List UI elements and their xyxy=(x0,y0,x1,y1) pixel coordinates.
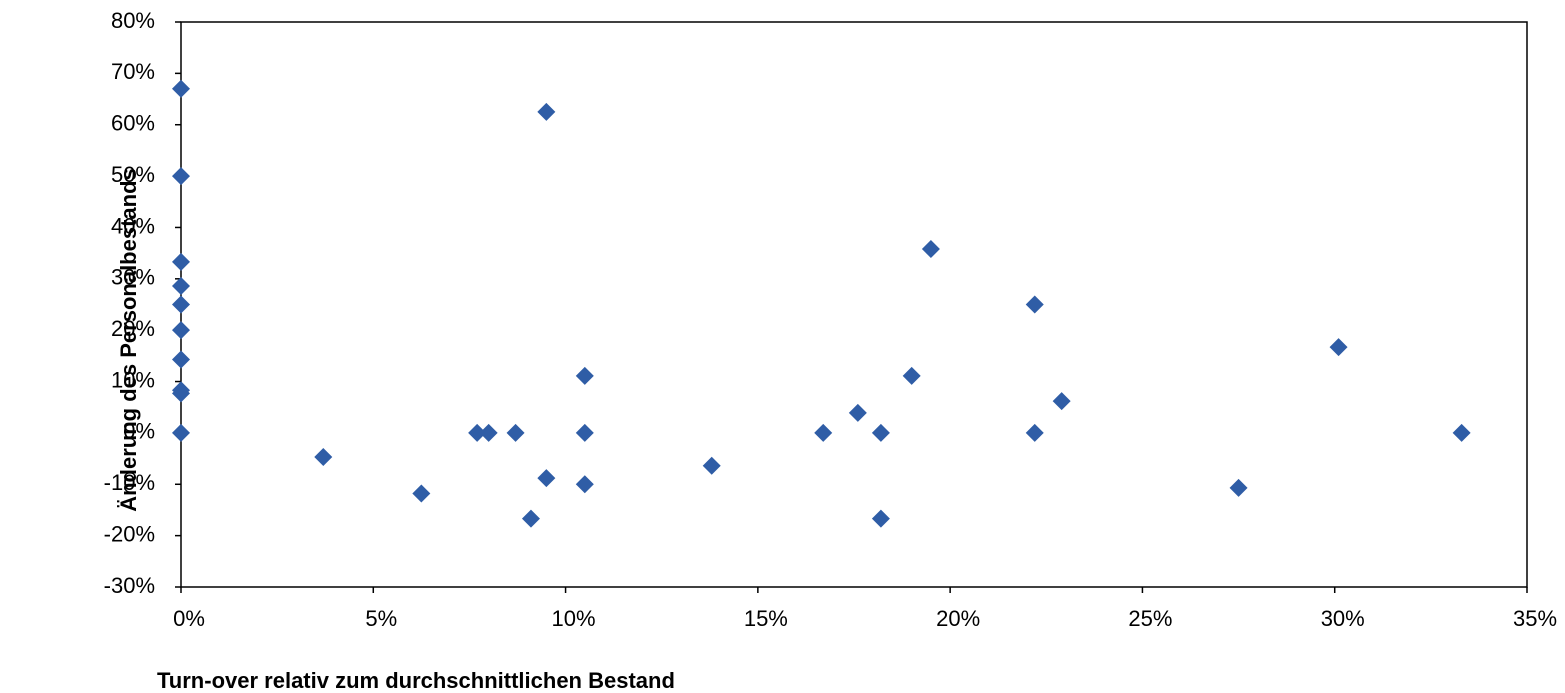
point xyxy=(172,350,190,369)
point xyxy=(848,403,867,422)
point xyxy=(902,366,921,385)
y-axis-title: Änderung des Personalbestands xyxy=(116,168,141,512)
point xyxy=(575,475,594,494)
point xyxy=(172,423,190,442)
point xyxy=(1452,423,1471,442)
y-tick-label: -20% xyxy=(104,521,155,546)
x-tick-label: 20% xyxy=(936,606,980,631)
point xyxy=(479,423,498,442)
x-tick-label: 35% xyxy=(1513,606,1557,631)
point xyxy=(1052,392,1071,411)
point xyxy=(1329,338,1348,357)
x-tick-label: 30% xyxy=(1321,606,1365,631)
point xyxy=(172,167,190,186)
point xyxy=(871,509,890,528)
point xyxy=(172,295,190,314)
x-tick-label: 5% xyxy=(365,606,397,631)
x-tick-label: 15% xyxy=(744,606,788,631)
point xyxy=(814,423,833,442)
point xyxy=(172,321,190,340)
point xyxy=(1025,295,1044,314)
x-tick-label: 0% xyxy=(173,606,205,631)
point xyxy=(172,277,190,296)
y-tick-label: 10% xyxy=(111,367,155,392)
y-tick-label: -30% xyxy=(104,573,155,598)
point xyxy=(537,469,556,488)
y-tick-label: 30% xyxy=(111,265,155,290)
y-tick-label: 40% xyxy=(111,213,155,238)
point xyxy=(575,366,594,385)
point xyxy=(1025,423,1044,442)
x-axis-title: Turn-over relativ zum durchschnittlichen… xyxy=(157,668,675,693)
y-tick-label: -10% xyxy=(104,470,155,495)
point xyxy=(575,423,594,442)
y-tick-label: 80% xyxy=(111,8,155,33)
x-tick-label: 10% xyxy=(552,606,596,631)
y-tick-label: 50% xyxy=(111,162,155,187)
point xyxy=(172,79,190,98)
point xyxy=(314,448,333,467)
y-tick-label: 20% xyxy=(111,316,155,341)
x-tick-label: 25% xyxy=(1128,606,1172,631)
point xyxy=(412,484,431,503)
point xyxy=(921,240,940,259)
point xyxy=(537,102,556,121)
plot-area xyxy=(180,21,1528,588)
point xyxy=(506,423,525,442)
point xyxy=(172,252,190,271)
point xyxy=(871,423,890,442)
point xyxy=(521,509,540,528)
y-tick-label: 0% xyxy=(123,419,155,444)
point xyxy=(1229,478,1248,497)
point xyxy=(468,423,487,442)
y-tick-label: 60% xyxy=(111,111,155,136)
point xyxy=(172,384,190,403)
y-tick-label: 70% xyxy=(111,59,155,84)
point xyxy=(702,456,721,475)
